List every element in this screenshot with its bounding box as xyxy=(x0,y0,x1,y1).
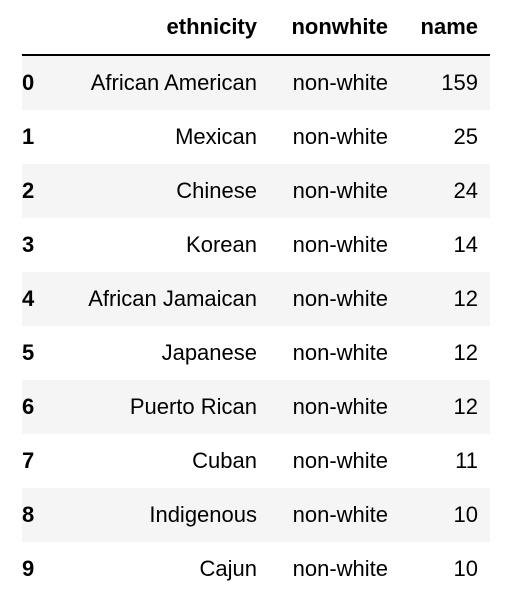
header-row: ethnicity nonwhite name xyxy=(22,0,490,56)
ethnicity-cell: Cajun xyxy=(199,556,257,581)
nonwhite-cell: non-white xyxy=(292,448,388,473)
table-header: ethnicity nonwhite name xyxy=(22,0,490,56)
name-count-cell: 24 xyxy=(453,178,478,203)
table-row: 0 African American non-white 159 xyxy=(22,55,490,110)
column-header-nonwhite: nonwhite xyxy=(269,0,400,56)
nonwhite-cell: non-white xyxy=(292,394,388,419)
row-index: 0 xyxy=(22,70,35,95)
row-index: 3 xyxy=(22,232,35,257)
column-header-ethnicity: ethnicity xyxy=(58,0,269,56)
nonwhite-cell: non-white xyxy=(292,70,388,95)
nonwhite-cell: non-white xyxy=(292,286,388,311)
row-index: 1 xyxy=(22,124,35,149)
name-count-cell: 159 xyxy=(441,70,478,95)
dataframe-table: ethnicity nonwhite name 0 African Americ… xyxy=(22,0,490,596)
name-count-cell: 12 xyxy=(453,340,478,365)
table-row: 8 Indigenous non-white 10 xyxy=(22,488,490,542)
nonwhite-cell: non-white xyxy=(292,556,388,581)
table-body: 0 African American non-white 159 1 Mexic… xyxy=(22,55,490,596)
ethnicity-cell: Cuban xyxy=(192,448,257,473)
row-index: 8 xyxy=(22,502,35,527)
column-header-name: name xyxy=(400,0,490,56)
row-index: 4 xyxy=(22,286,35,311)
nonwhite-cell: non-white xyxy=(292,178,388,203)
name-count-cell: 12 xyxy=(453,286,478,311)
index-header xyxy=(22,0,58,56)
name-count-cell: 12 xyxy=(453,394,478,419)
name-count-cell: 25 xyxy=(453,124,478,149)
nonwhite-cell: non-white xyxy=(292,124,388,149)
row-index: 5 xyxy=(22,340,35,365)
table-row: 2 Chinese non-white 24 xyxy=(22,164,490,218)
table-row: 1 Mexican non-white 25 xyxy=(22,110,490,164)
row-index: 6 xyxy=(22,394,35,419)
ethnicity-cell: Indigenous xyxy=(149,502,257,527)
row-index: 2 xyxy=(22,178,35,203)
ethnicity-cell: African Jamaican xyxy=(88,286,257,311)
name-count-cell: 14 xyxy=(453,232,478,257)
table-row: 4 African Jamaican non-white 12 xyxy=(22,272,490,326)
ethnicity-cell: Chinese xyxy=(176,178,257,203)
table-row: 9 Cajun non-white 10 xyxy=(22,542,490,596)
ethnicity-cell: Japanese xyxy=(161,340,257,365)
ethnicity-cell: Korean xyxy=(186,232,257,257)
name-count-cell: 10 xyxy=(453,502,478,527)
ethnicity-cell: Mexican xyxy=(175,124,257,149)
row-index: 9 xyxy=(22,556,35,581)
name-count-cell: 10 xyxy=(453,556,478,581)
ethnicity-cell: Puerto Rican xyxy=(129,394,257,419)
nonwhite-cell: non-white xyxy=(292,502,388,527)
nonwhite-cell: non-white xyxy=(292,340,388,365)
table-row: 6 Puerto Rican non-white 12 xyxy=(22,380,490,434)
nonwhite-cell: non-white xyxy=(292,232,388,257)
table-row: 3 Korean non-white 14 xyxy=(22,218,490,272)
table-row: 5 Japanese non-white 12 xyxy=(22,326,490,380)
row-index: 7 xyxy=(22,448,35,473)
table-row: 7 Cuban non-white 11 xyxy=(22,434,490,488)
ethnicity-cell: African American xyxy=(90,70,257,95)
name-count-cell: 11 xyxy=(455,448,478,473)
